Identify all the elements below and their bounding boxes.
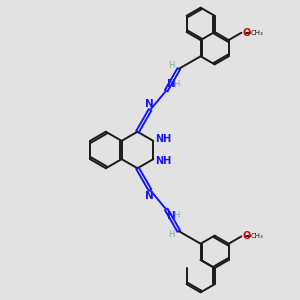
Text: O: O [242,28,250,38]
Text: NH: NH [156,156,172,166]
Text: H: H [168,230,174,238]
Text: CH₃: CH₃ [250,233,263,239]
Text: H: H [173,211,179,220]
Text: H: H [168,61,174,70]
Text: CH₃: CH₃ [250,30,263,36]
Text: N: N [145,190,154,201]
Text: O: O [242,231,250,242]
Text: N: N [145,99,154,110]
Text: NH: NH [156,134,172,144]
Text: H: H [173,80,179,89]
Text: N: N [167,80,176,89]
Text: N: N [167,211,176,220]
